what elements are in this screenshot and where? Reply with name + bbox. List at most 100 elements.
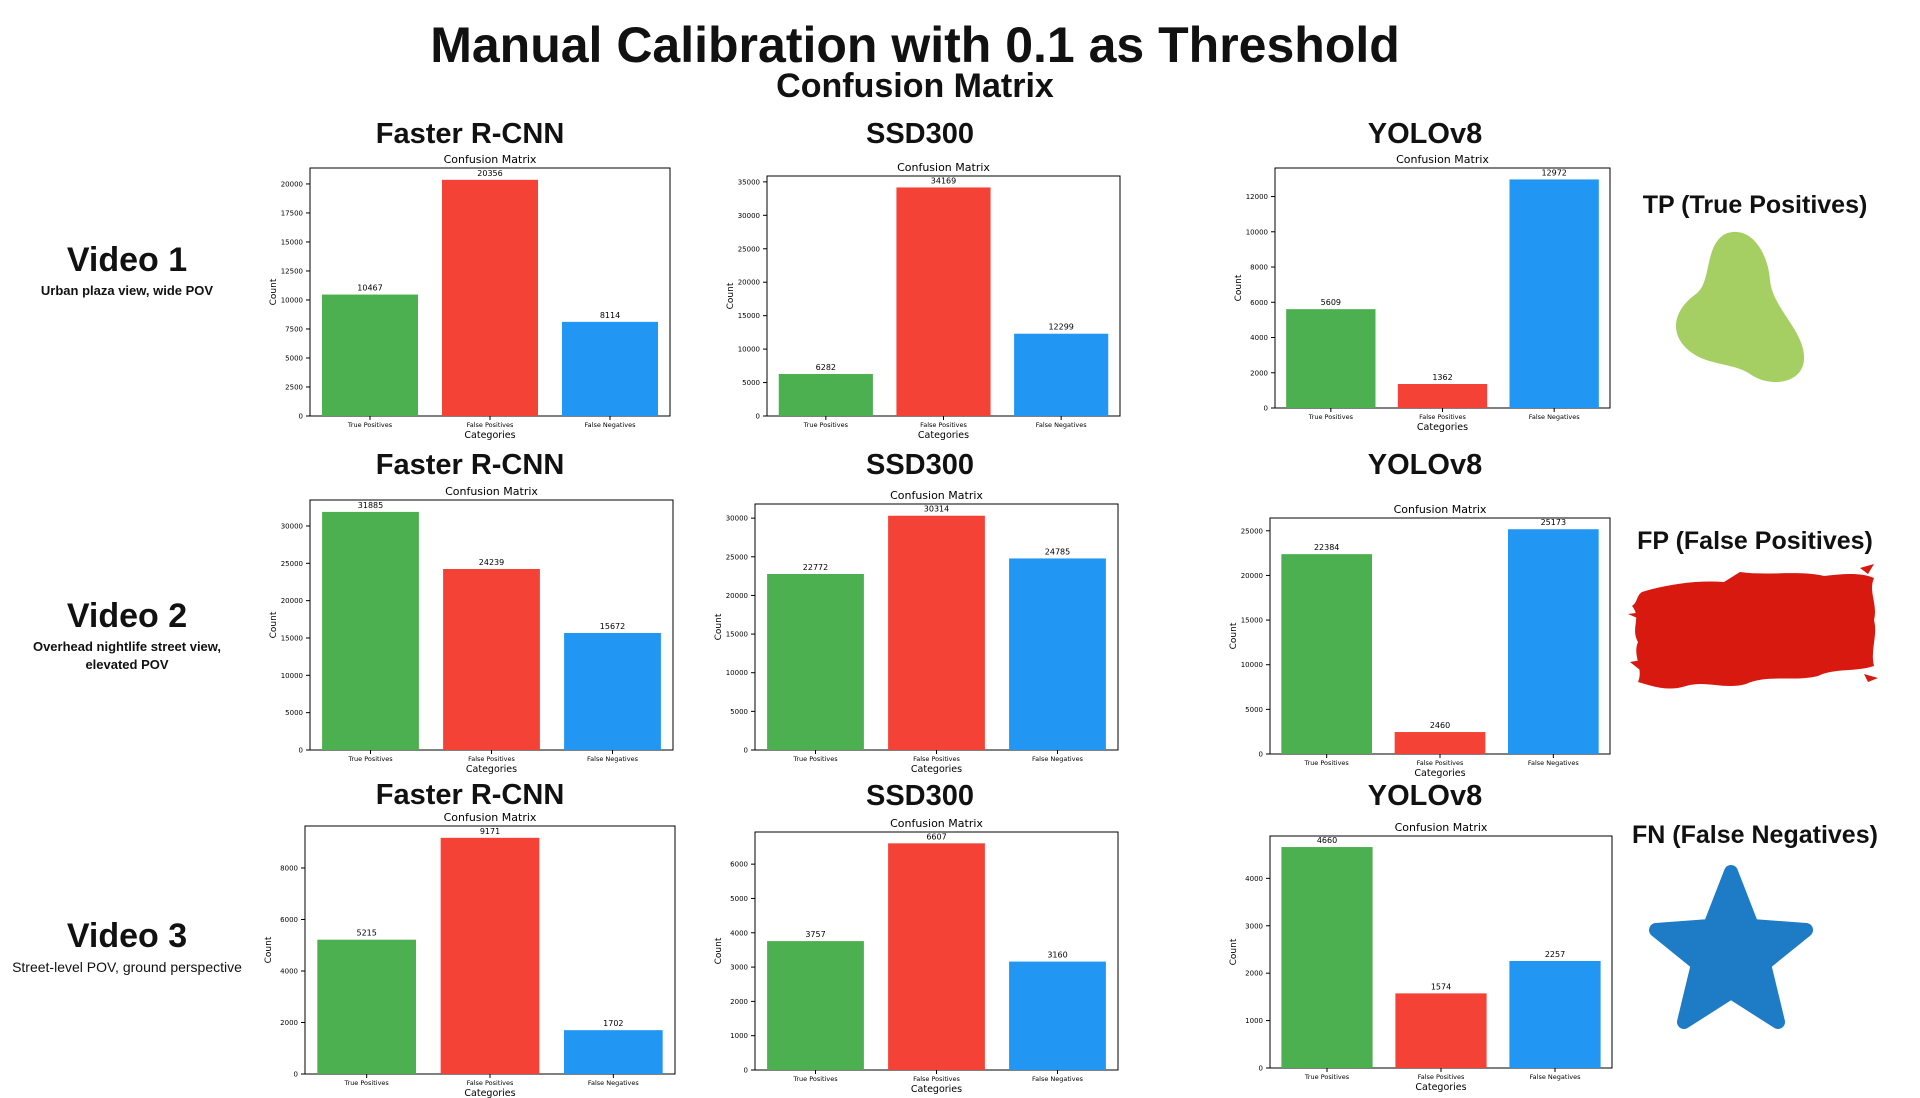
y-axis-label: Count <box>264 936 274 963</box>
legend-title-fn: FN (False Negatives) <box>1632 821 1878 849</box>
x-axis-label: Categories <box>1414 768 1465 779</box>
blue-star-icon <box>1649 865 1813 1029</box>
bar <box>1397 384 1488 408</box>
bar-chart: Confusion Matrix 0 5000 10000 15000 20000 2500… <box>269 485 674 775</box>
data-label: 30314 <box>924 505 949 514</box>
bar-chart: Confusion Matrix 0 1000 2000 3000 4000 5000 600… <box>714 817 1119 1095</box>
bar <box>443 568 540 750</box>
x-tick-label: True Positives <box>347 755 393 763</box>
x-axis-label: Categories <box>466 764 517 775</box>
x-tick-label: False Positives <box>1417 759 1464 767</box>
bar <box>564 632 661 750</box>
x-tick-label: False Negatives <box>1528 759 1580 767</box>
x-tick-label: False Positives <box>1418 1073 1465 1081</box>
y-tick-label: 10000 <box>738 346 760 354</box>
y-tick-label: 15000 <box>726 631 748 639</box>
x-axis-label: Categories <box>911 1084 962 1095</box>
model-title-faster-rcnn: Faster R-CNN <box>375 779 565 811</box>
green-blob-icon <box>1675 231 1805 383</box>
y-tick-label: 2000 <box>730 998 748 1006</box>
y-tick-label: 12500 <box>281 267 303 275</box>
legend-title-tp: TP (True Positives) <box>1642 191 1868 219</box>
y-tick-label: 5000 <box>730 708 748 716</box>
y-tick-label: 10000 <box>1241 661 1263 669</box>
bar-chart: Confusion Matrix 0 5000 10000 15000 20000 2500… <box>714 489 1119 775</box>
y-tick-label: 5000 <box>285 354 303 362</box>
x-axis-label: Categories <box>1417 422 1468 433</box>
video-label-1: Video 1 Urban plaza view, wide POV <box>2 240 252 300</box>
y-tick-label: 0 <box>294 1071 298 1079</box>
y-tick-label: 15000 <box>1241 617 1263 625</box>
y-tick-label: 35000 <box>738 178 760 186</box>
model-title-yolov8: YOLOv8 <box>1367 118 1483 150</box>
x-tick-label: False Positives <box>913 755 960 763</box>
x-tick-label: False Positives <box>468 755 515 763</box>
y-tick-label: 20000 <box>281 180 303 188</box>
bar <box>1281 847 1373 1068</box>
data-label: 24239 <box>479 558 504 567</box>
bar <box>1509 179 1599 408</box>
data-label: 4660 <box>1317 836 1337 845</box>
chart-title: Confusion Matrix <box>445 485 538 498</box>
bar <box>888 843 985 1070</box>
x-tick-label: False Negatives <box>1036 421 1088 429</box>
bar-chart: Confusion Matrix 0 2000 4000 6000 8000 10000 12… <box>1234 153 1611 433</box>
video-title: Video 3 <box>66 917 188 955</box>
bar <box>1009 558 1106 750</box>
y-tick-label: 30000 <box>726 515 748 523</box>
y-tick-label: 5000 <box>285 709 303 717</box>
bar <box>322 511 419 750</box>
y-tick-label: 25000 <box>738 245 760 253</box>
data-label: 2460 <box>1430 721 1450 730</box>
x-tick-label: False Positives <box>467 421 514 429</box>
video-title: Video 2 <box>66 597 188 635</box>
y-tick-label: 20000 <box>726 592 748 600</box>
data-label: 3160 <box>1047 951 1067 960</box>
data-label: 34169 <box>931 176 956 185</box>
data-label: 12299 <box>1048 323 1073 332</box>
y-tick-label: 15000 <box>281 238 303 246</box>
bar-chart: Confusion Matrix 0 2000 4000 6000 8000 5215 Tru… <box>264 811 676 1098</box>
y-tick-label: 4000 <box>730 929 748 937</box>
bar <box>778 373 873 416</box>
y-tick-label: 5000 <box>1245 706 1263 714</box>
video-description: Urban plaza view, wide POV <box>40 283 214 298</box>
y-tick-label: 2000 <box>1250 369 1268 377</box>
y-tick-label: 2000 <box>280 1019 298 1027</box>
y-tick-label: 10000 <box>281 672 303 680</box>
chart-title: Confusion Matrix <box>890 817 983 830</box>
red-brush-stroke-icon <box>1628 564 1878 689</box>
x-tick-label: True Positives <box>1308 413 1354 421</box>
data-label: 15672 <box>600 622 625 631</box>
data-label: 2257 <box>1545 950 1565 959</box>
video-label-3: Video 3 Street-level POV, ground perspec… <box>2 916 252 976</box>
bar <box>767 941 864 1070</box>
bar-chart: Confusion Matrix 0 5000 10000 15000 20000 2500… <box>726 161 1121 441</box>
y-tick-label: 6000 <box>1250 299 1268 307</box>
y-axis-label: Count <box>714 937 724 964</box>
data-label: 24785 <box>1045 547 1070 556</box>
y-tick-label: 6000 <box>280 916 298 924</box>
bar <box>1009 961 1106 1070</box>
chart-title: Confusion Matrix <box>897 161 990 174</box>
data-label: 1362 <box>1432 373 1452 382</box>
y-tick-label: 5000 <box>742 379 760 387</box>
fp-swatch <box>1632 572 1876 689</box>
bar <box>1509 960 1601 1068</box>
y-tick-label: 10000 <box>281 296 303 304</box>
video-title: Video 1 <box>66 241 188 279</box>
data-label: 5215 <box>356 929 376 938</box>
data-label: 22772 <box>803 563 828 572</box>
bar <box>562 321 658 416</box>
y-axis-label: Count <box>1229 622 1239 649</box>
x-tick-label: True Positives <box>344 1079 390 1087</box>
x-tick-label: False Negatives <box>588 1079 640 1087</box>
video-label-2: Video 2 Overhead nightlife street view, … <box>2 596 252 674</box>
y-tick-label: 20000 <box>1241 572 1263 580</box>
model-title-yolov8: YOLOv8 <box>1367 449 1483 481</box>
y-tick-label: 25000 <box>1241 527 1263 535</box>
x-axis-label: Categories <box>911 764 962 775</box>
y-tick-label: 0 <box>299 413 303 421</box>
x-tick-label: True Positives <box>792 755 838 763</box>
y-axis-label: Count <box>269 611 279 638</box>
